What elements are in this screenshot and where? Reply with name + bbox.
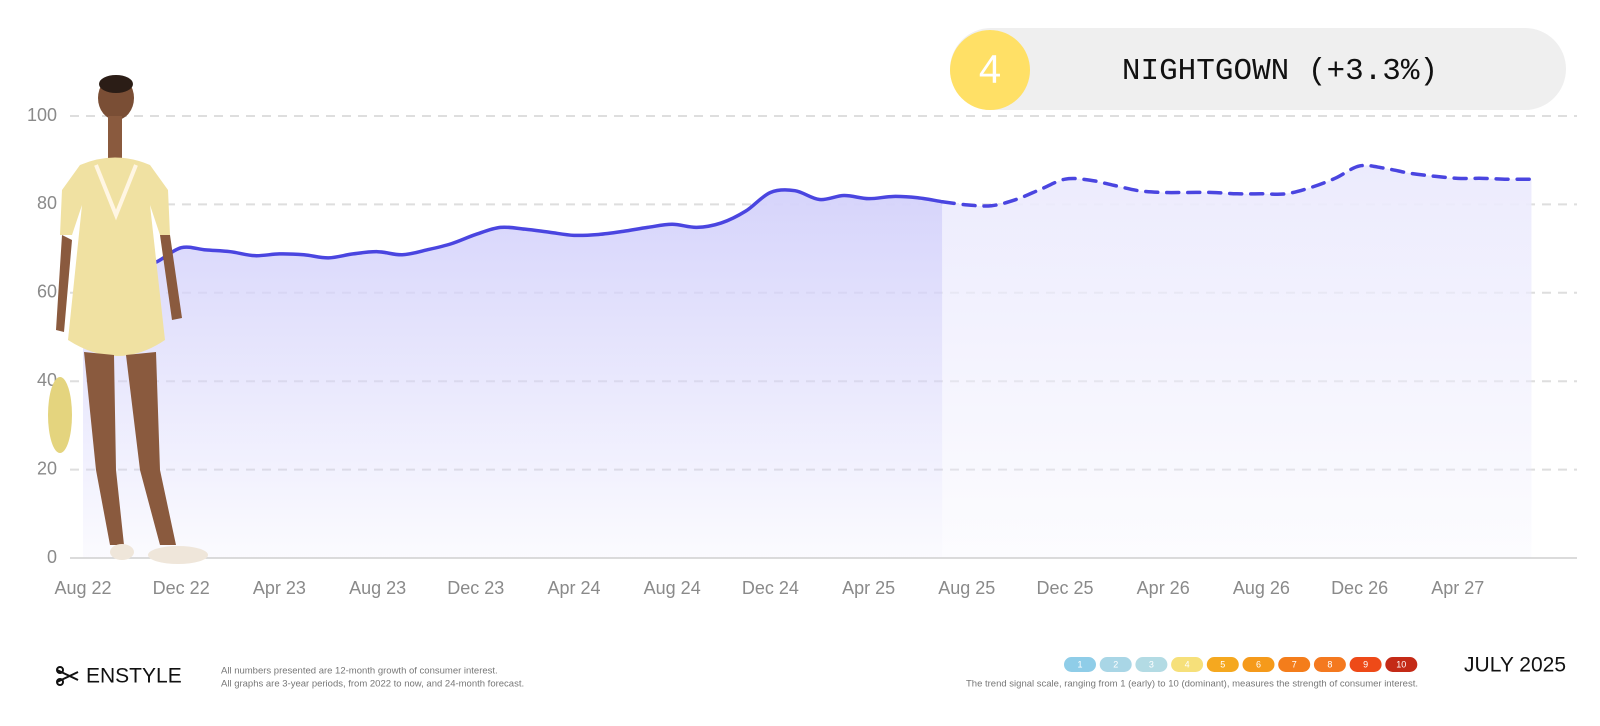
x-tick-label: Aug 23 xyxy=(349,578,406,598)
x-tick-label: Apr 23 xyxy=(253,578,306,598)
scale-label: 10 xyxy=(1396,659,1406,669)
scale-label: 6 xyxy=(1256,659,1261,669)
y-tick-label: 60 xyxy=(37,282,57,302)
area xyxy=(83,189,943,558)
x-tick-label: Apr 25 xyxy=(842,578,895,598)
scale-note: The trend signal scale, ranging from 1 (… xyxy=(966,679,1418,690)
title-pill xyxy=(950,28,1566,110)
brand: ENSTYLE xyxy=(86,665,182,688)
scale-label: 8 xyxy=(1327,659,1332,669)
scale-pill xyxy=(1171,657,1204,672)
x-tick-label: Dec 25 xyxy=(1036,578,1093,598)
y-tick-label: 20 xyxy=(37,458,57,478)
scale-pill xyxy=(1242,657,1275,672)
product-figure xyxy=(48,75,208,564)
line xyxy=(81,188,944,286)
x-tick-label: Dec 22 xyxy=(153,578,210,598)
x-tick-label: Apr 27 xyxy=(1431,578,1484,598)
y-tick-label: 80 xyxy=(37,193,57,213)
y-tick-label: 0 xyxy=(47,547,57,567)
x-tick-label: Aug 25 xyxy=(938,578,995,598)
scale-pill xyxy=(1135,657,1168,672)
brand-icon xyxy=(56,666,79,686)
scale-pill xyxy=(1349,657,1382,672)
scale-pill xyxy=(1278,657,1311,672)
x-tick-label: Aug 26 xyxy=(1233,578,1290,598)
y-tick-label: 100 xyxy=(27,105,57,125)
scale-label: 9 xyxy=(1363,659,1368,669)
x-tick-label: Apr 26 xyxy=(1137,578,1190,598)
scale-pill xyxy=(1206,657,1239,672)
scale-pill xyxy=(1099,657,1132,672)
x-tick-label: Dec 24 xyxy=(742,578,799,598)
y-tick-label: 40 xyxy=(37,370,57,390)
scale-pill xyxy=(1385,657,1418,672)
title: NIGHTGOWN (+3.3%) xyxy=(1122,54,1438,89)
x-tick-label: Aug 22 xyxy=(54,578,111,598)
x-tick-label: Aug 24 xyxy=(644,578,701,598)
area xyxy=(942,165,1532,558)
line xyxy=(940,163,1534,208)
scale-label: 7 xyxy=(1292,659,1297,669)
note: All numbers presented are 12-month growt… xyxy=(221,666,498,677)
date: JULY 2025 xyxy=(1464,654,1566,677)
rank: 4 xyxy=(979,48,1001,92)
scale-label: 2 xyxy=(1113,659,1118,669)
scale-pill xyxy=(1313,657,1346,672)
scale-label: 4 xyxy=(1185,659,1190,669)
x-tick-label: Apr 24 xyxy=(547,578,600,598)
rank-badge xyxy=(950,30,1030,110)
x-tick-label: Dec 23 xyxy=(447,578,504,598)
scale-label: 1 xyxy=(1077,659,1082,669)
x-tick-label: Dec 26 xyxy=(1331,578,1388,598)
scale-label: 5 xyxy=(1220,659,1225,669)
scale-label: 3 xyxy=(1149,659,1154,669)
note: All graphs are 3-year periods, from 2022… xyxy=(221,679,524,690)
scale-pill xyxy=(1064,657,1096,672)
